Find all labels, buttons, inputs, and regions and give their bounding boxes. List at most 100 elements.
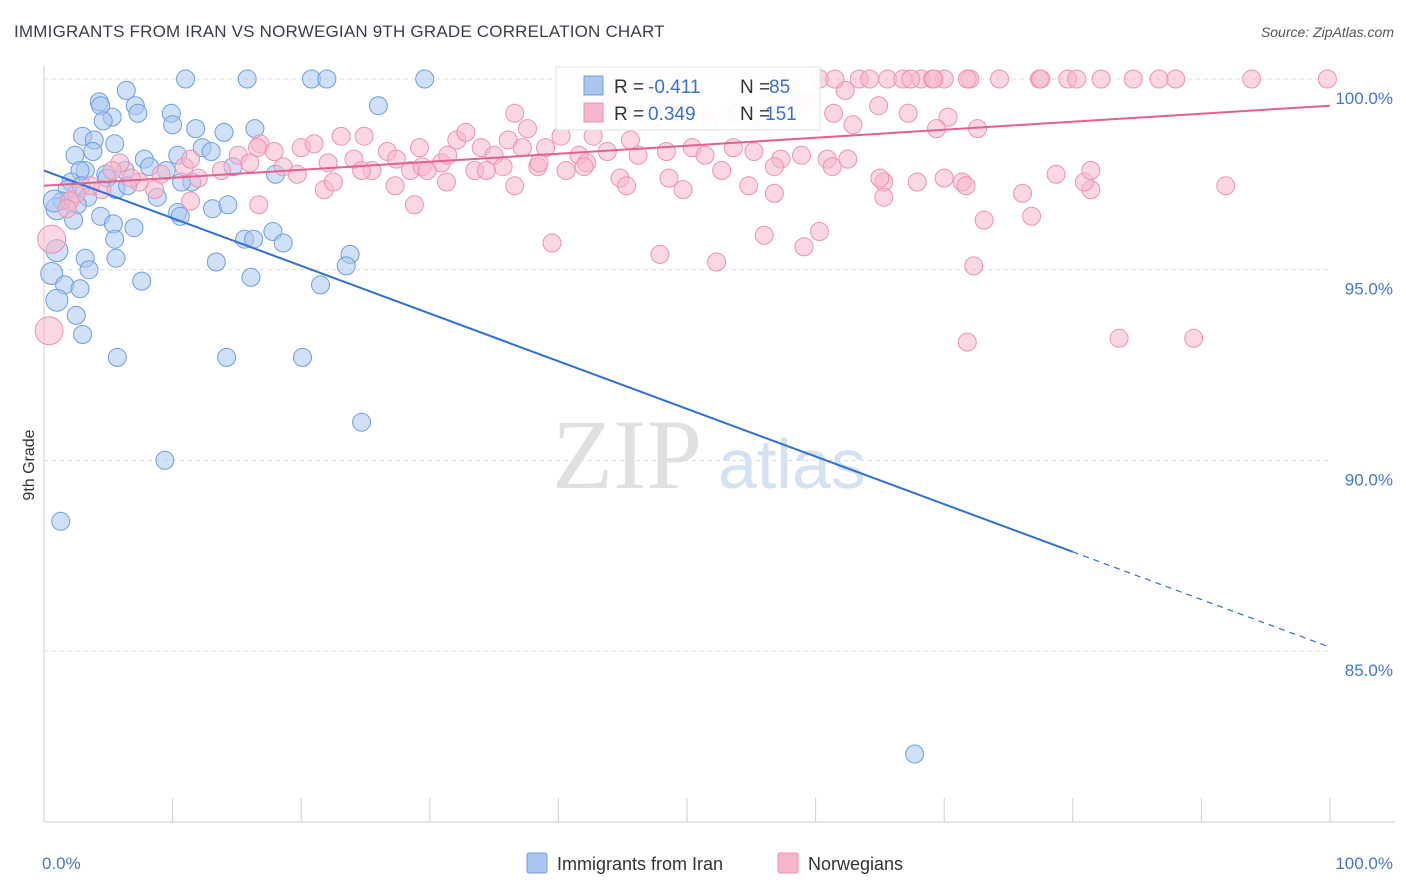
norwegian-point xyxy=(248,138,267,158)
norwegian-point xyxy=(927,119,946,139)
norwegian-point xyxy=(512,138,532,158)
norwegian-point xyxy=(794,237,814,257)
stats-r-value-iran: -0.411 xyxy=(648,77,700,98)
iran-point xyxy=(79,260,99,280)
norwegian-point xyxy=(1031,69,1051,89)
norwegian-point xyxy=(1166,69,1186,89)
norwegian-point xyxy=(518,119,537,139)
norwegian-point xyxy=(957,69,977,89)
legend-swatch-iran xyxy=(526,852,548,874)
legend: Immigrants from Iran Norwegians xyxy=(526,852,903,874)
norwegian-point xyxy=(974,210,994,230)
iran-point xyxy=(128,103,148,123)
iran-trendline-extension xyxy=(1072,551,1331,648)
watermark: ZIP atlas xyxy=(552,399,866,510)
norwegian-point xyxy=(181,149,201,169)
norwegian-point xyxy=(1091,69,1111,89)
norwegian-point xyxy=(121,168,141,188)
norwegian-point xyxy=(304,134,324,154)
norwegian-point xyxy=(898,103,918,123)
iran-point xyxy=(311,275,330,295)
norwegian-point xyxy=(838,149,858,169)
norwegian-point xyxy=(870,168,890,188)
norwegian-point xyxy=(723,138,743,158)
norwegian-point xyxy=(656,142,676,161)
norwegian-point xyxy=(707,252,727,272)
iran-point xyxy=(217,347,237,367)
stats-n-value-norwegians: 151 xyxy=(765,104,797,125)
watermark-zip: ZIP xyxy=(552,399,702,510)
norwegian-point xyxy=(1046,164,1066,184)
norwegian-point xyxy=(810,222,829,241)
norwegian-point xyxy=(476,161,496,180)
iran-point xyxy=(116,80,136,100)
norwegian-point xyxy=(673,180,693,200)
norwegian-point xyxy=(792,145,811,165)
norwegian-point xyxy=(924,69,944,89)
norwegian-point xyxy=(102,161,122,180)
norwegian-point xyxy=(249,195,269,215)
iran-point xyxy=(124,218,144,238)
norwegian-point xyxy=(456,122,476,142)
y-tick-label: 100.0% xyxy=(1335,89,1393,108)
y-tick-label: 85.0% xyxy=(1345,661,1393,680)
iran-point xyxy=(105,134,125,154)
norwegian-point xyxy=(822,157,842,177)
source-label: Source: ZipAtlas.com xyxy=(1260,24,1394,40)
x-tick-label: 0.0% xyxy=(42,854,81,873)
norwegian-point xyxy=(404,195,424,215)
iran-point xyxy=(186,119,206,139)
norwegian-point xyxy=(352,161,372,180)
iran-point xyxy=(107,347,127,367)
stats-r-label-iran: R = xyxy=(614,77,644,98)
iran-point xyxy=(170,206,190,226)
y-tick-label: 90.0% xyxy=(1345,470,1393,489)
iran-point xyxy=(83,142,103,161)
norwegian-point xyxy=(1067,69,1087,89)
norwegian-point xyxy=(659,168,679,188)
norwegian-point xyxy=(1242,69,1262,89)
norwegian-point xyxy=(874,187,894,207)
stats-r-label-norwegians: R = xyxy=(614,104,644,125)
iran-point xyxy=(368,96,388,116)
legend-label-norwegians: Norwegians xyxy=(808,854,903,874)
norwegian-point xyxy=(240,153,260,173)
trendlines xyxy=(43,104,1331,648)
norwegian-point xyxy=(287,164,307,184)
norwegian-point xyxy=(764,183,784,203)
axes xyxy=(43,66,1395,823)
iran-point xyxy=(176,69,195,89)
norwegian-series-points xyxy=(34,69,1337,352)
norwegian-point xyxy=(617,176,637,196)
stats-swatch-norwegians xyxy=(583,102,604,123)
norwegian-point xyxy=(37,224,67,254)
iran-point xyxy=(273,233,293,253)
norwegian-point xyxy=(938,107,958,127)
norwegian-point xyxy=(505,103,525,123)
norwegian-point xyxy=(1184,328,1204,348)
norwegian-point xyxy=(1109,328,1129,348)
iran-point xyxy=(293,347,312,367)
norwegian-point xyxy=(188,168,208,188)
norwegian-point xyxy=(901,69,921,89)
tick-labels: 85.0% 90.0% 95.0% 100.0% 0.0% 100.0% xyxy=(42,89,1393,873)
iran-point xyxy=(93,111,113,131)
norwegian-point xyxy=(695,145,715,165)
iran-point xyxy=(66,305,86,325)
norwegian-point xyxy=(956,176,976,196)
norwegian-point xyxy=(843,115,863,135)
norwegian-trendline xyxy=(43,104,1331,187)
stats-box: R = -0.411 N = 85 R = 0.349 N = 151 xyxy=(555,66,821,131)
norwegian-point xyxy=(825,69,845,89)
chart-title: IMMIGRANTS FROM IRAN VS NORWEGIAN 9TH GR… xyxy=(14,22,665,41)
norwegian-point xyxy=(410,138,429,158)
norwegian-point xyxy=(957,332,977,352)
norwegian-point xyxy=(860,69,880,89)
norwegian-point xyxy=(650,244,670,264)
norwegian-point xyxy=(529,153,549,173)
iran-point xyxy=(201,142,221,161)
iran-point xyxy=(155,450,175,470)
norwegian-point xyxy=(1216,176,1236,196)
iran-point xyxy=(105,229,125,249)
iran-point xyxy=(336,256,356,276)
